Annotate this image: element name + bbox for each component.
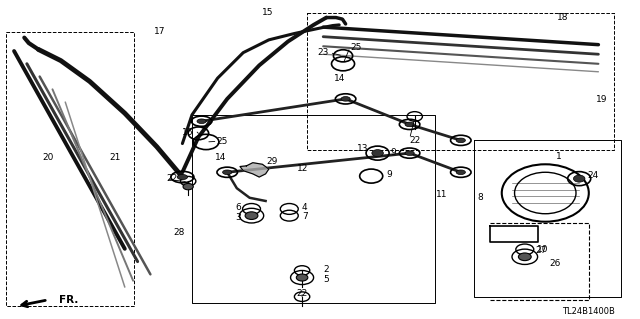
Text: 22: 22 bbox=[409, 136, 420, 145]
Text: 19: 19 bbox=[596, 95, 607, 104]
Text: 27: 27 bbox=[535, 246, 547, 255]
Text: 26: 26 bbox=[549, 259, 561, 268]
Text: 8: 8 bbox=[477, 193, 483, 202]
Text: 4: 4 bbox=[302, 204, 307, 212]
Ellipse shape bbox=[405, 151, 414, 155]
Text: 14: 14 bbox=[333, 74, 345, 83]
Text: 10: 10 bbox=[537, 245, 548, 254]
Text: 17: 17 bbox=[154, 27, 166, 36]
Ellipse shape bbox=[341, 97, 350, 101]
Text: 21: 21 bbox=[109, 153, 121, 162]
Text: 18: 18 bbox=[557, 13, 569, 22]
Ellipse shape bbox=[405, 122, 414, 127]
Text: 14: 14 bbox=[215, 153, 227, 162]
Text: 11: 11 bbox=[436, 190, 447, 199]
Ellipse shape bbox=[223, 170, 232, 174]
Text: 12: 12 bbox=[297, 164, 308, 173]
Ellipse shape bbox=[296, 274, 308, 281]
Text: 3: 3 bbox=[236, 213, 241, 222]
Text: 2: 2 bbox=[324, 265, 329, 274]
Text: 20: 20 bbox=[42, 153, 54, 162]
Ellipse shape bbox=[456, 170, 465, 174]
Text: 6: 6 bbox=[236, 203, 241, 212]
Text: 9: 9 bbox=[387, 170, 392, 179]
Text: 7: 7 bbox=[302, 212, 307, 221]
Ellipse shape bbox=[456, 138, 465, 143]
Ellipse shape bbox=[372, 150, 383, 157]
Text: 15: 15 bbox=[262, 8, 273, 17]
Ellipse shape bbox=[245, 212, 258, 219]
Text: FR.: FR. bbox=[59, 295, 78, 306]
Text: 13: 13 bbox=[357, 144, 369, 153]
Text: 9: 9 bbox=[391, 148, 396, 157]
Text: 24: 24 bbox=[588, 171, 599, 180]
Text: 23: 23 bbox=[317, 48, 329, 57]
Ellipse shape bbox=[183, 183, 193, 190]
Text: 1: 1 bbox=[556, 152, 561, 161]
Text: 28: 28 bbox=[173, 228, 184, 237]
Text: TL24B1400B: TL24B1400B bbox=[563, 307, 615, 315]
Text: 25: 25 bbox=[351, 43, 362, 52]
Text: 29: 29 bbox=[266, 157, 278, 166]
Text: 5: 5 bbox=[324, 275, 329, 284]
Text: 16: 16 bbox=[182, 128, 193, 137]
Text: 22: 22 bbox=[166, 174, 178, 183]
Polygon shape bbox=[240, 163, 269, 177]
Ellipse shape bbox=[197, 119, 206, 123]
Ellipse shape bbox=[177, 174, 188, 180]
Text: 25: 25 bbox=[216, 137, 228, 146]
Ellipse shape bbox=[573, 175, 585, 182]
Ellipse shape bbox=[518, 253, 531, 261]
Text: 22: 22 bbox=[296, 289, 308, 298]
